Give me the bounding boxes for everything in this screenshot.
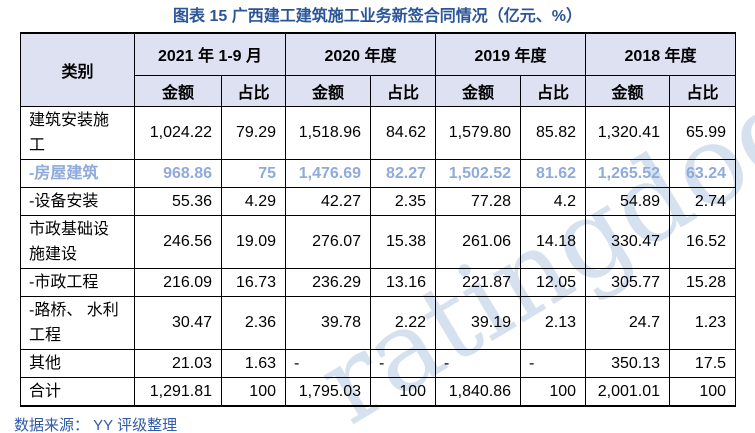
cell-value: 4.29	[221, 186, 286, 216]
cell-value: 261.06	[435, 214, 522, 269]
table-row: 建筑安装施工 1,024.22 79.29 1,518.96 84.62 1,579.80…	[20, 105, 737, 160]
cell-value: 55.36	[134, 186, 222, 216]
cell-value: 305.77	[585, 267, 671, 297]
cell-value: 24.7	[585, 295, 671, 350]
cell-value: 1.23	[669, 295, 737, 350]
cell-value: 75	[221, 158, 286, 188]
col-header-amount: 金额	[134, 74, 222, 107]
cell-value: 276.07	[285, 214, 371, 269]
cell-value: 100	[520, 376, 587, 406]
cell-value: 79.29	[221, 105, 286, 160]
cell-value: 16.73	[221, 267, 286, 297]
cell-value: 100	[669, 376, 737, 406]
cell-value: 100	[221, 376, 286, 406]
row-label: 建筑安装施工	[20, 105, 135, 160]
cell-value: -	[520, 348, 587, 378]
cell-value: 1,579.80	[435, 105, 522, 160]
table-row: 市政基础设施建设 246.56 19.09 276.07 15.38 261.06 14.1…	[20, 214, 737, 269]
cell-value: 100	[369, 376, 437, 406]
cell-value: 2.74	[669, 186, 737, 216]
cell-value: 21.03	[134, 348, 222, 378]
cell-value: 350.13	[585, 348, 671, 378]
cell-value: 65.99	[669, 105, 737, 160]
cell-value: 1,320.41	[585, 105, 671, 160]
cell-value: 1.63	[221, 348, 286, 378]
table-row: -市政工程 216.09 16.73 236.29 13.16 221.87 12.05 30…	[20, 267, 737, 297]
cell-value: 39.78	[285, 295, 371, 350]
cell-value: 1,502.52	[435, 158, 522, 188]
row-label: -路桥、 水利工程	[20, 295, 135, 350]
cell-value: 1,840.86	[435, 376, 522, 406]
cell-value: 84.62	[369, 105, 437, 160]
cell-value: 12.05	[520, 267, 587, 297]
cell-value: 81.62	[520, 158, 587, 188]
cell-value: -	[435, 348, 522, 378]
cell-value: -	[285, 348, 371, 378]
cell-value: 1,795.03	[285, 376, 371, 406]
col-header-amount: 金额	[435, 74, 522, 107]
col-header-category: 类别	[20, 32, 135, 107]
cell-value: 1,291.81	[134, 376, 222, 406]
cell-value: 1,265.52	[585, 158, 671, 188]
col-header-period-2021: 2021 年 1-9 月	[134, 32, 286, 76]
cell-value: 16.52	[669, 214, 737, 269]
page-title: 图表 15 广西建工建筑施工业务新签合同情况（亿元、%）	[173, 8, 582, 25]
cell-value: 14.18	[520, 214, 587, 269]
cell-value: 42.27	[285, 186, 371, 216]
row-label: 市政基础设施建设	[20, 214, 135, 269]
cell-value: 15.38	[369, 214, 437, 269]
col-header-share: 占比	[520, 74, 587, 107]
col-header-amount: 金额	[285, 74, 371, 107]
table-row: 合计 1,291.81 100 1,795.03 100 1,840.86 100 2,001…	[20, 376, 737, 406]
cell-value: 2.35	[369, 186, 437, 216]
cell-value: 30.47	[134, 295, 222, 350]
cell-value: 13.16	[369, 267, 437, 297]
cell-value: 968.86	[134, 158, 222, 188]
row-label: 其他	[20, 348, 135, 378]
col-header-share: 占比	[221, 74, 286, 107]
col-header-period-2019: 2019 年度	[435, 32, 587, 76]
row-label: 合计	[20, 376, 135, 406]
cell-value: 15.28	[669, 267, 737, 297]
cell-value: 19.09	[221, 214, 286, 269]
col-header-share: 占比	[369, 74, 437, 107]
cell-value: 2.22	[369, 295, 437, 350]
cell-value: 1,518.96	[285, 105, 371, 160]
cell-value: 63.24	[669, 158, 737, 188]
row-label: -市政工程	[20, 267, 135, 297]
cell-value: 2.13	[520, 295, 587, 350]
cell-value: 82.27	[369, 158, 437, 188]
cell-value: 2,001.01	[585, 376, 671, 406]
table-row: -设备安装 55.36 4.29 42.27 2.35 77.28 4.2 54.89 2.74	[20, 186, 737, 216]
cell-value: 236.29	[285, 267, 371, 297]
cell-value: 39.19	[435, 295, 522, 350]
table-row: -房屋建筑 968.86 75 1,476.69 82.27 1,502.52 81.62 1…	[20, 158, 737, 188]
data-source: 数据来源： YY 评级整理	[14, 416, 178, 433]
table-row: -路桥、 水利工程 30.47 2.36 39.78 2.22 39.19 2.13 24.7…	[20, 295, 737, 350]
col-header-amount: 金额	[585, 74, 671, 107]
cell-value: 330.47	[585, 214, 671, 269]
cell-value: 216.09	[134, 267, 222, 297]
cell-value: 85.82	[520, 105, 587, 160]
cell-value: 54.89	[585, 186, 671, 216]
cell-value: 2.36	[221, 295, 286, 350]
col-header-share: 占比	[669, 74, 737, 107]
cell-value: 246.56	[134, 214, 222, 269]
cell-value: -	[369, 348, 437, 378]
col-header-period-2020: 2020 年度	[284, 32, 437, 76]
cell-value: 221.87	[435, 267, 522, 297]
contracts-table: 类别 2021 年 1-9 月 2020 年度 2019 年度 2018 年度 …	[20, 32, 737, 407]
row-label: -设备安装	[20, 186, 135, 216]
cell-value: 17.5	[669, 348, 737, 378]
col-header-period-2018: 2018 年度	[585, 32, 737, 76]
cell-value: 77.28	[435, 186, 522, 216]
cell-value: 1,476.69	[285, 158, 371, 188]
cell-value: 4.2	[520, 186, 587, 216]
row-label: -房屋建筑	[20, 158, 135, 188]
table-body: 建筑安装施工 1,024.22 79.29 1,518.96 84.62 1,579.80…	[20, 105, 737, 406]
table-row: 其他 21.03 1.63- - - -350.13 17.5	[20, 348, 737, 378]
cell-value: 1,024.22	[134, 105, 222, 160]
